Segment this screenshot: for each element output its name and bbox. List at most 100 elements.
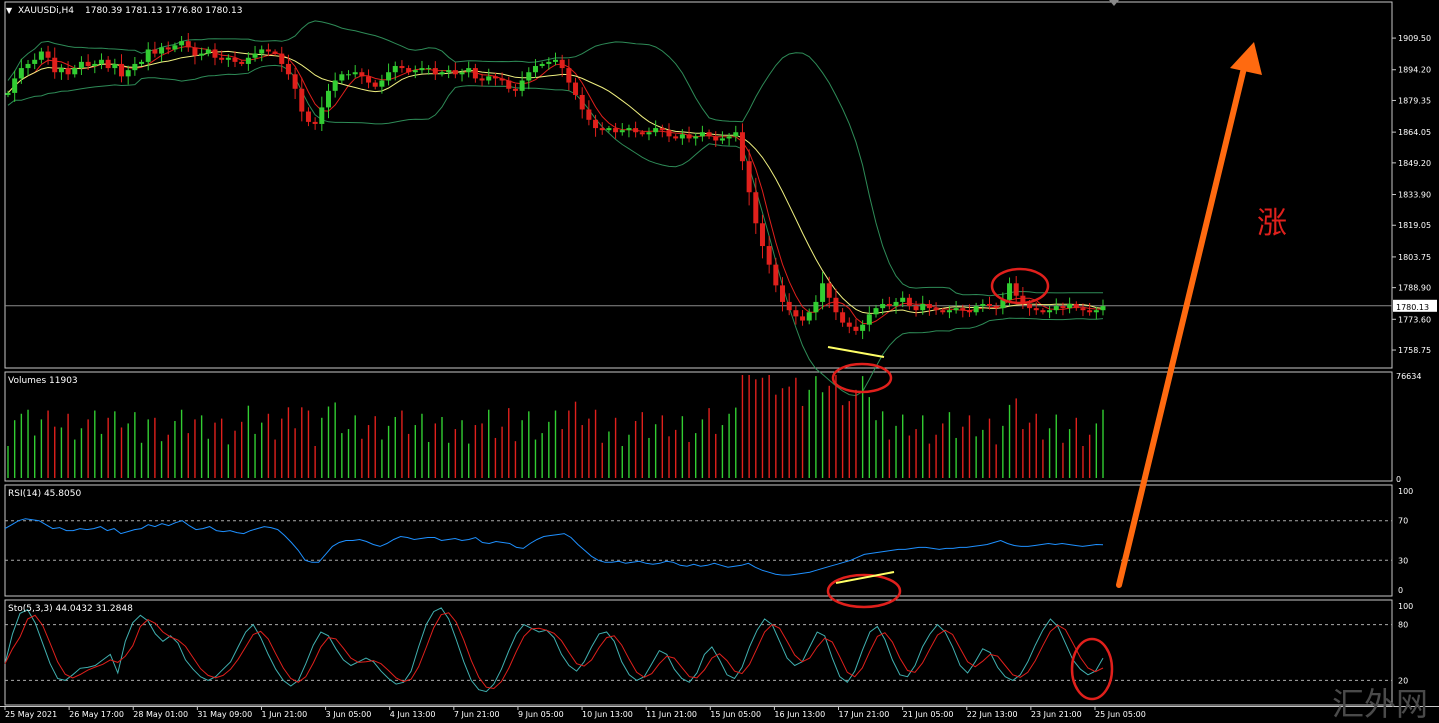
price-divergence-line: [827, 346, 885, 358]
candle-body: [366, 76, 372, 83]
upward-arrow-head: [1230, 42, 1262, 75]
current-price-box: [1393, 299, 1437, 312]
candle-body: [1027, 303, 1033, 309]
candle-body: [893, 301, 899, 307]
candle-body: [172, 45, 178, 50]
candle-body: [786, 301, 792, 311]
chart-title: XAUUSDi,H4: [18, 6, 74, 16]
candle-body: [332, 80, 338, 91]
candle-body: [1080, 308, 1086, 311]
candle-body: [746, 161, 752, 193]
sto-signal-line: [4, 612, 1104, 690]
candle-body: [38, 51, 44, 60]
candle-body: [1087, 310, 1093, 313]
candle-body: [1100, 306, 1106, 311]
candle-body: [606, 128, 612, 131]
candle-body: [319, 107, 325, 124]
candlestick-series[interactable]: [5, 33, 1106, 340]
candle-body: [773, 264, 779, 286]
candle-body: [192, 47, 198, 56]
candle-body: [159, 47, 165, 54]
time-tick-label: 10 Jun 13:00: [582, 710, 633, 719]
rsi-highlight-ellipse: [826, 573, 902, 609]
candle-body: [325, 90, 331, 108]
candle-body: [706, 132, 712, 137]
candle-body: [566, 68, 572, 83]
time-tick-label: 23 Jun 21:00: [1031, 710, 1082, 719]
time-tick-label: 28 May 01:00: [133, 710, 188, 719]
candle-body: [853, 326, 859, 331]
candle-body: [132, 63, 138, 71]
candle-body: [586, 109, 592, 120]
candle-body: [579, 94, 585, 110]
candle-body: [599, 128, 605, 131]
candle-body: [279, 53, 285, 64]
candle-body: [940, 310, 946, 313]
candle-body: [406, 68, 412, 73]
candle-body: [119, 63, 125, 77]
candle-body: [1053, 306, 1059, 311]
rsi-panel-label: RSI(14) 45.8050: [8, 489, 81, 499]
chart-shift-marker[interactable]: [1109, 0, 1119, 6]
candle-body: [472, 68, 478, 79]
candle-body: [973, 306, 979, 313]
price-tick-label: 1864.05: [1398, 128, 1431, 137]
candle-body: [806, 312, 812, 321]
candle-body: [439, 72, 445, 75]
candle-body: [526, 72, 532, 81]
ma-slow: [7, 50, 1104, 314]
rsi-tick-label: 0: [1398, 586, 1403, 595]
candle-body: [1020, 295, 1026, 304]
candle-body: [379, 80, 385, 87]
candle-body: [880, 303, 886, 309]
candle-body: [966, 310, 972, 313]
candle-body: [993, 306, 999, 309]
time-tick-label: 11 Jun 21:00: [646, 710, 697, 719]
candle-body: [239, 61, 245, 64]
candle-body: [900, 297, 906, 302]
candle-body: [633, 128, 639, 133]
candle-body: [726, 136, 732, 139]
candle-body: [1067, 303, 1073, 309]
watermark: 汇外网: [1332, 685, 1428, 723]
candle-body: [1040, 310, 1046, 313]
candle-body: [820, 283, 826, 302]
candle-body: [205, 49, 211, 54]
candle-body: [960, 308, 966, 311]
candle-body: [179, 41, 185, 46]
candle-body: [339, 74, 345, 81]
candle-body: [412, 70, 418, 73]
candle-body: [452, 70, 458, 75]
candle-body: [479, 78, 485, 81]
candle-body: [165, 47, 171, 50]
candle-body: [98, 59, 104, 64]
candle-body: [1093, 310, 1099, 313]
time-tick-label: 22 Jun 13:00: [967, 710, 1018, 719]
candle-body: [232, 57, 238, 62]
candle-body: [506, 80, 512, 89]
candle-body: [553, 59, 558, 62]
candle-body: [392, 66, 398, 73]
candle-body: [659, 128, 665, 131]
candle-body: [826, 283, 832, 298]
axis-tick-labels: 1909.50 1894.20 1879.35 1864.05 1849.20 1833.…: [4, 34, 1437, 719]
candle-body: [539, 63, 545, 67]
header-arrow-icon[interactable]: ▼: [6, 6, 13, 15]
price-panel-frame: [4, 1, 1393, 369]
rsi-line: [4, 518, 1104, 576]
volume-highlight-ellipse: [831, 362, 893, 394]
price-tick-label: 1758.75: [1398, 346, 1431, 355]
candle-body: [18, 68, 24, 79]
candle-body: [426, 68, 432, 70]
stochastic-panel-label: Sto(5,3,3) 44.0432 31.2848: [8, 604, 133, 614]
candle-body: [386, 72, 392, 81]
candle-body: [58, 68, 64, 73]
candle-body: [766, 246, 772, 265]
candle-body: [833, 297, 839, 313]
candle-body: [459, 72, 465, 75]
rsi-divergence-line: [835, 571, 895, 584]
candle-body: [92, 63, 98, 67]
price-tick-label: 1909.50: [1398, 34, 1431, 43]
candle-body: [285, 63, 291, 75]
time-tick-label: 15 Jun 05:00: [710, 710, 761, 719]
